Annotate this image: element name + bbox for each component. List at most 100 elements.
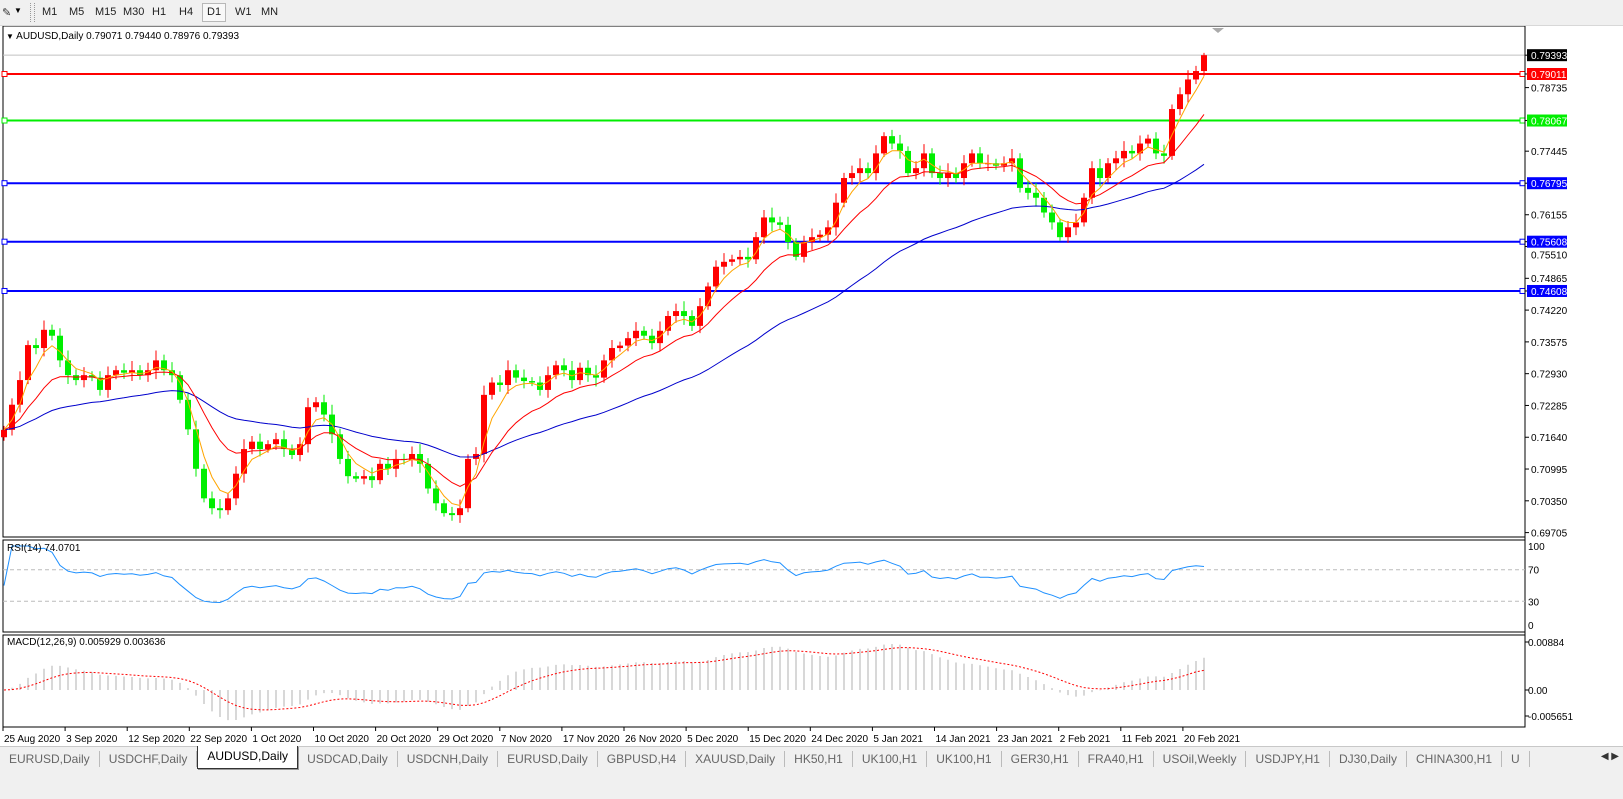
candle	[441, 499, 447, 517]
candle-body	[273, 439, 279, 445]
candle-body	[417, 453, 423, 464]
candle	[521, 369, 527, 389]
candle-body	[257, 441, 263, 450]
candle-body	[793, 242, 799, 257]
timeframe-m1[interactable]: M1	[42, 6, 58, 18]
candle	[649, 328, 655, 350]
candle-body	[633, 330, 639, 339]
chart-tab[interactable]: DJ30,Daily	[1330, 751, 1407, 767]
candle-body	[33, 345, 39, 349]
chart-tab[interactable]: EURUSD,Daily	[498, 751, 598, 767]
rsi-tick-label: 0	[1528, 621, 1534, 632]
candle-body	[177, 375, 183, 400]
candle	[913, 161, 919, 180]
candle-body	[1145, 138, 1151, 144]
chart-tab[interactable]: CHINA300,H1	[1407, 751, 1503, 767]
date-axis: 25 Aug 2020 3 Sep 2020 12 Sep 2020 22 Sep 2…	[2, 727, 1240, 745]
timeframe-m5[interactable]: M5	[69, 6, 85, 18]
chart-tab[interactable]: USOil,Weekly	[1154, 751, 1247, 767]
chart-tab[interactable]: AUDUSD,Daily	[197, 746, 299, 769]
horizontal-lines	[1, 71, 1526, 294]
candle	[353, 472, 359, 483]
chart-tab[interactable]: FRA40,H1	[1079, 751, 1154, 767]
timeframe-h4[interactable]: H4	[179, 6, 194, 18]
price-label-box	[1527, 284, 1567, 297]
candle	[1121, 141, 1127, 168]
candle-body	[1105, 163, 1111, 179]
candle	[553, 360, 559, 380]
candle	[681, 301, 687, 325]
candle-body	[577, 367, 583, 381]
candle-body	[457, 508, 463, 516]
candle	[953, 167, 959, 184]
candle	[505, 360, 511, 394]
candle	[1089, 161, 1095, 204]
chart-tab[interactable]: UK100,H1	[853, 751, 928, 767]
chart-tab[interactable]: USDCNH,Daily	[398, 751, 499, 767]
line-anchor-handle	[1519, 117, 1526, 124]
candle-body	[81, 375, 87, 381]
chart-tab[interactable]: EURUSD,Daily	[0, 751, 100, 767]
timeframe-m15[interactable]: M15	[95, 6, 117, 18]
candle-body	[369, 476, 375, 481]
tab-scroll-arrows-icon[interactable]: ◀ ▶	[1598, 751, 1621, 762]
candle-body	[1057, 222, 1063, 238]
timeframe-toolbar: ✎ ▼ M1 M5 M15 M30 H1 H4 D1 W1 MN	[0, 0, 1623, 26]
chart-tab[interactable]: UK100,H1	[927, 751, 1002, 767]
price-tick-label: 0.74220	[1531, 306, 1568, 317]
candle-body	[553, 365, 559, 376]
chart-tab[interactable]: GBPUSD,H4	[598, 751, 687, 767]
timeframe-mn[interactable]: MN	[261, 6, 279, 18]
macd-tick-label: 0.00	[1528, 686, 1548, 697]
collapse-triangle-icon[interactable]: ▼	[6, 32, 14, 41]
candle-body	[289, 449, 295, 455]
chart-tab[interactable]: GER30,H1	[1002, 751, 1079, 767]
line-anchor-handle	[1519, 180, 1526, 187]
price-tick-label: 0.70995	[1531, 465, 1568, 476]
candle-body	[1025, 187, 1031, 193]
candle-body	[65, 360, 71, 376]
timeframe-m30[interactable]: M30	[123, 6, 145, 18]
rsi-axis: 100 70 30 0	[1528, 542, 1545, 632]
candle-body	[1033, 192, 1039, 198]
candle-body	[777, 222, 783, 225]
candle	[217, 498, 223, 519]
toolbar-grip[interactable]	[30, 3, 35, 22]
chart-canvas[interactable]: 0.78735 0.77445 0.76155 0.75510 0.74865 0.742…	[0, 26, 1623, 746]
candle-body	[481, 394, 487, 454]
current-price-label: 0.79393	[1531, 51, 1568, 62]
timeframe-d1[interactable]: D1	[202, 3, 227, 22]
candle-body	[425, 463, 431, 489]
line-tool-icon[interactable]: ✎	[2, 7, 12, 19]
chevron-down-icon[interactable]: ▼	[14, 6, 22, 15]
candle-body	[865, 168, 871, 174]
candle-body	[201, 468, 207, 499]
price-label-box	[1527, 49, 1567, 62]
price-tick-label: 0.74865	[1531, 274, 1568, 285]
candle-body	[961, 163, 967, 179]
chart-tab[interactable]: XAUUSD,Daily	[686, 751, 786, 767]
chart-tab[interactable]: HK50,H1	[785, 751, 853, 767]
chart-tab[interactable]: USDCHF,Daily	[100, 751, 198, 767]
candle	[745, 247, 751, 268]
candle	[641, 326, 647, 340]
candle	[633, 322, 639, 346]
candle	[489, 377, 495, 400]
candle	[49, 324, 55, 341]
chart-tab[interactable]: U	[1502, 751, 1530, 767]
candle-body	[857, 168, 863, 174]
chart-tabs: EURUSD,Daily USDCHF,Daily AUDUSD,Daily USDC…	[0, 746, 1623, 771]
timeframe-w1[interactable]: W1	[235, 6, 252, 18]
price-tick-label: 0.73575	[1531, 338, 1568, 349]
candle	[225, 493, 231, 515]
chart-tab[interactable]: USDCAD,Daily	[298, 751, 398, 767]
candle-body	[121, 370, 127, 373]
candle	[209, 491, 215, 515]
date-tick-label: 23 Jan 2021	[998, 734, 1053, 745]
candle	[689, 310, 695, 332]
timeframe-h1[interactable]: H1	[152, 6, 167, 18]
candle	[409, 446, 415, 467]
candle	[1025, 180, 1031, 200]
chart-tab[interactable]: USDJPY,H1	[1246, 751, 1330, 767]
chart-window[interactable]: 0.78735 0.77445 0.76155 0.75510 0.74865 0.742…	[0, 26, 1623, 746]
